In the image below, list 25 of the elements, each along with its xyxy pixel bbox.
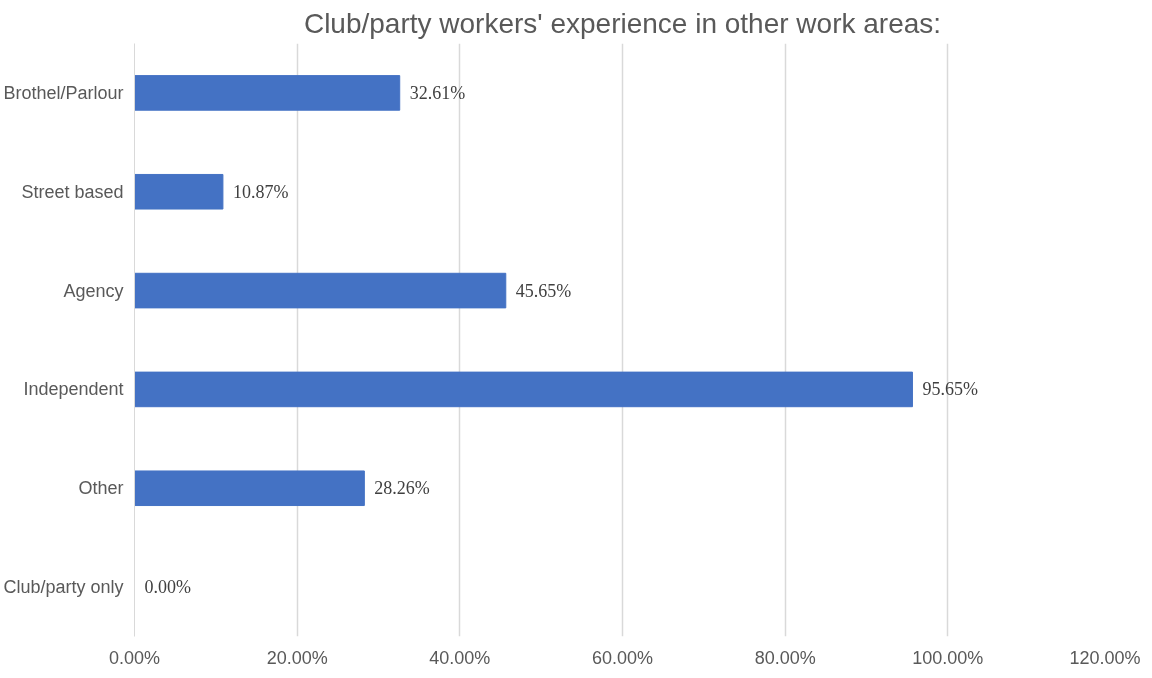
y-tick-label: Street based xyxy=(21,181,124,202)
bar xyxy=(134,173,224,210)
bar xyxy=(134,371,913,408)
x-tick-label: 60.00% xyxy=(591,647,654,668)
data-label: 95.65% xyxy=(922,379,978,400)
x-tick-label: 120.00% xyxy=(1069,647,1141,668)
data-label: 0.00% xyxy=(144,577,191,598)
y-tick-label: Agency xyxy=(63,280,124,301)
x-tick-label: 0.00% xyxy=(108,647,161,668)
chart-title: Club/party workers' experience in other work areas: xyxy=(303,7,942,39)
x-tick-label: 20.00% xyxy=(266,647,328,668)
y-tick-label: Independent xyxy=(23,379,124,400)
y-tick-label: Other xyxy=(78,478,124,499)
data-label: 32.61% xyxy=(409,82,466,103)
data-label: 45.65% xyxy=(515,280,572,301)
bar xyxy=(134,75,401,111)
y-tick-label: Club/party only xyxy=(3,577,124,598)
bar xyxy=(134,470,365,507)
x-tick-label: 80.00% xyxy=(754,647,816,668)
bar xyxy=(134,272,507,309)
x-tick-label: 100.00% xyxy=(912,647,984,668)
data-label: 28.26% xyxy=(374,478,430,499)
y-tick-label: Brothel/Parlour xyxy=(3,82,124,103)
x-tick-label: 40.00% xyxy=(429,647,491,668)
data-label: 10.87% xyxy=(232,181,289,202)
